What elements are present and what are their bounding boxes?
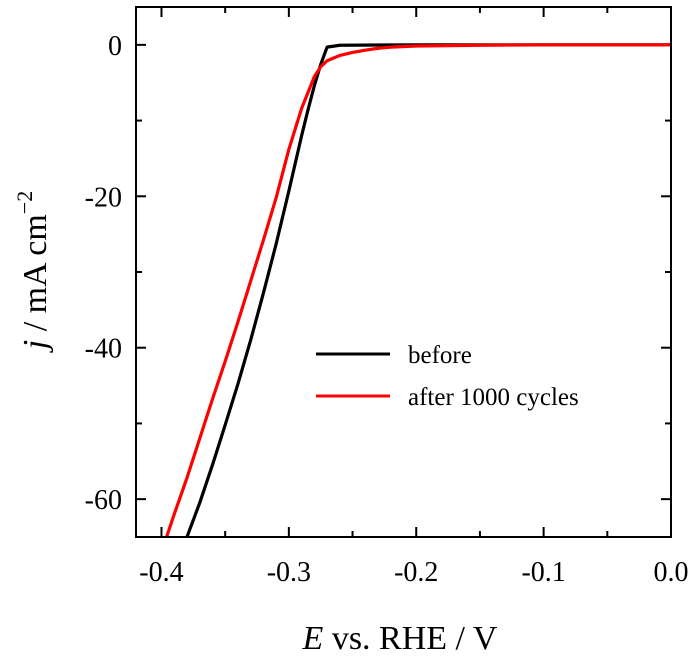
series-line-before bbox=[185, 43, 671, 537]
series-layer bbox=[164, 43, 671, 537]
y-axis-exponent: −2 bbox=[12, 191, 37, 214]
x-axis-title: E vs. RHE / V bbox=[302, 620, 498, 657]
tick-labels: -0.4 -0.3 -0.2 -0.1 0.0 0 -20 -40 -60 bbox=[85, 31, 689, 588]
y-tick-label: -40 bbox=[85, 334, 122, 365]
y-axis-title: j / mA cm−2 bbox=[12, 191, 54, 353]
y-axis-unit: / mA cm bbox=[17, 214, 54, 340]
x-tick-label: 0.0 bbox=[654, 557, 689, 588]
x-axis-unit: vs. RHE / V bbox=[323, 620, 498, 657]
x-tick-label: -0.2 bbox=[394, 557, 438, 588]
y-tick-label: 0 bbox=[108, 31, 122, 62]
legend: before after 1000 cycles bbox=[316, 342, 579, 411]
y-axis-symbol: j bbox=[17, 340, 54, 353]
series-line-after bbox=[164, 43, 671, 537]
y-tick-label: -60 bbox=[85, 485, 122, 516]
x-axis-symbol: E bbox=[302, 620, 324, 657]
x-tick-label: -0.1 bbox=[521, 557, 565, 588]
legend-label-before: before bbox=[408, 342, 472, 369]
plot-frame bbox=[135, 6, 672, 538]
x-tick-label: -0.3 bbox=[267, 557, 311, 588]
legend-label-after: after 1000 cycles bbox=[408, 384, 579, 411]
y-tick-label: -20 bbox=[85, 182, 122, 213]
x-tick-label: -0.4 bbox=[139, 557, 183, 588]
